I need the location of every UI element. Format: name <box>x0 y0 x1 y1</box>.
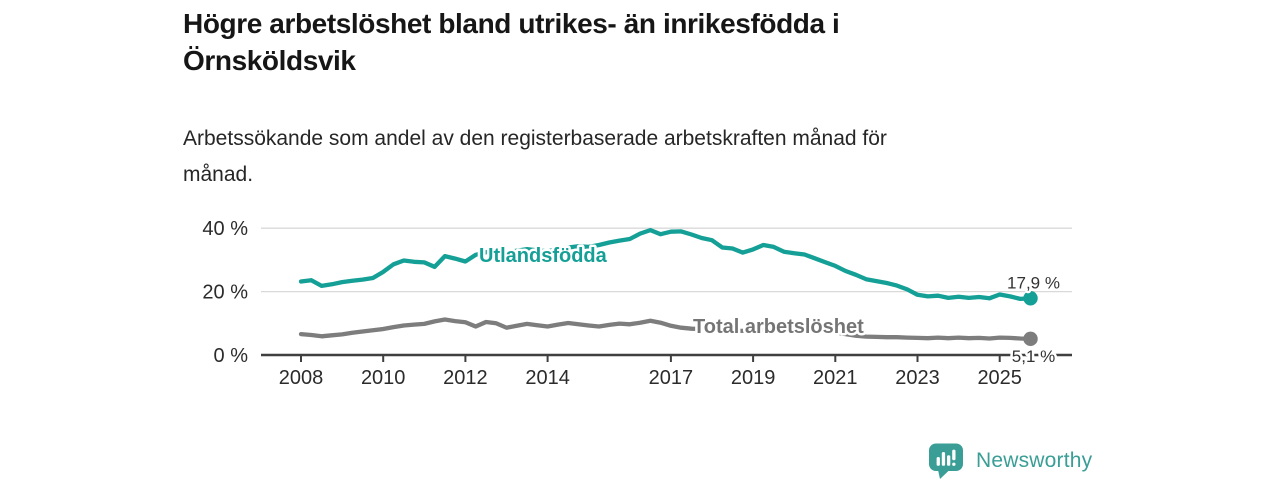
chart-subtitle: Arbetssökande som andel av den registerb… <box>183 127 887 186</box>
x-tick-label: 2017 <box>649 367 694 389</box>
series-end-dot-2 <box>1023 331 1038 347</box>
page-title: Högre arbetslöshet bland utrikes- än inr… <box>183 8 840 76</box>
x-tick-label: 2010 <box>361 367 406 389</box>
x-tick-label: 2008 <box>279 367 324 389</box>
series-line-2 <box>298 317 1033 341</box>
y-tick-label: 0 % <box>214 345 249 367</box>
brand-footer: Newsworthy <box>928 442 1092 480</box>
series-end-value-1: 17,9 % <box>1007 273 1060 292</box>
y-tick-label: 20 % <box>202 282 248 304</box>
series-label-2: Total arbetslöshet <box>693 316 864 338</box>
series-label-1: Utlandsfödda <box>479 245 608 267</box>
series-end-value-2: 5,1 % <box>1012 347 1055 366</box>
series-line-1 <box>298 227 1033 302</box>
x-tick-label: 2021 <box>813 367 858 389</box>
x-tick-label: 2014 <box>525 367 570 389</box>
series-end-dot-1 <box>1023 291 1038 306</box>
x-tick-label: 2012 <box>443 367 488 389</box>
x-tick-label: 2023 <box>895 367 940 389</box>
x-tick-label: 2019 <box>731 367 776 389</box>
brand-name: Newsworthy <box>976 449 1093 472</box>
y-tick-label: 40 % <box>202 218 248 240</box>
bar-chart-speech-bubble-icon <box>929 443 963 479</box>
x-tick-label: 2025 <box>977 367 1022 389</box>
